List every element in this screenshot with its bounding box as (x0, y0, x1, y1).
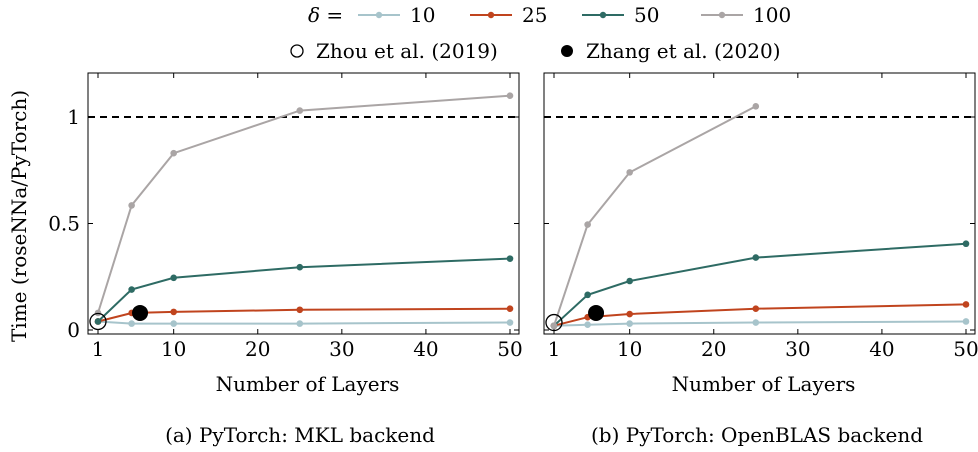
x-tick-label: 30 (329, 337, 354, 361)
open-circle-marker-icon (290, 44, 304, 58)
legend-swatch-marker (487, 11, 495, 19)
data-point (170, 149, 177, 157)
data-point (550, 322, 558, 330)
y-axis-label: Time (roseNNa/PyTorch) (7, 90, 31, 342)
data-point (296, 320, 304, 327)
legend-entry-50: 50 (582, 3, 659, 27)
marker-zhang (588, 304, 605, 321)
legend-label: Zhou et al. (2019) (316, 39, 498, 63)
series-line (97, 94, 511, 314)
series-25 (550, 301, 970, 330)
panel-caption: (a) PyTorch: MKL backend (165, 423, 435, 447)
x-tick-label: 30 (785, 337, 810, 361)
legend-entry-100: 100 (701, 3, 791, 27)
data-point (752, 305, 760, 313)
panel-caption: (b) PyTorch: OpenBLAS backend (591, 423, 923, 447)
legend-entry-25: 25 (470, 3, 547, 27)
legend-swatch-marker (375, 11, 383, 19)
x-tick-label: 50 (497, 337, 522, 361)
data-point (584, 221, 591, 228)
data-point (962, 318, 970, 325)
data-point (584, 321, 591, 328)
data-point (752, 254, 760, 261)
data-point (128, 320, 135, 327)
data-point (128, 202, 135, 209)
y-tick-label: 1 (67, 105, 80, 129)
data-point (626, 310, 633, 318)
data-point (94, 318, 102, 325)
filled-circle-marker-icon (561, 45, 573, 57)
x-tick-label: 40 (869, 337, 894, 361)
legend: δ = 10 25 50 100 Zhou et al. (2019) Zhang et a… (290, 3, 791, 63)
x-tick-label: 1 (548, 337, 561, 361)
x-tick-label: 1 (92, 337, 105, 361)
data-point (506, 319, 514, 326)
chart-panel-mkl: 1 10 20 30 40 50 0 0.5 1 Number of Layers (a) PyTo… (48, 72, 523, 447)
series-line (97, 307, 511, 323)
legend-label: Zhang et al. (2020) (586, 39, 781, 63)
legend-label: 100 (753, 3, 791, 27)
series-line (553, 242, 967, 327)
data-point (128, 286, 135, 293)
data-point (584, 291, 591, 299)
x-axis-label: Number of Layers (216, 372, 400, 396)
legend-swatch-marker (599, 11, 607, 19)
series-10 (550, 318, 970, 330)
data-point (296, 306, 304, 314)
data-point (170, 308, 177, 316)
legend-label: 50 (634, 3, 659, 27)
series-line (553, 105, 757, 327)
series-50 (550, 240, 970, 330)
data-point (752, 103, 760, 110)
legend-entry-zhang: Zhang et al. (2020) (561, 39, 781, 63)
legend-swatch-marker (718, 11, 726, 19)
x-tick-label: 20 (701, 337, 726, 361)
legend-label: 25 (522, 3, 547, 27)
data-point (170, 274, 177, 282)
series-10 (94, 318, 514, 327)
x-tick-label: 50 (953, 337, 978, 361)
series-100 (94, 92, 514, 317)
y-tick-label: 0 (67, 318, 80, 342)
x-tick-label: 40 (413, 337, 438, 361)
data-point (506, 305, 514, 313)
data-point (170, 320, 177, 327)
chart-panel-openblas: 1 10 20 30 40 50 Number of Layers (b) PyTorch: … (543, 72, 978, 447)
legend-delta-label: δ = (308, 3, 343, 27)
marker-zhou (89, 312, 107, 331)
plot-frame (543, 72, 976, 335)
data-point (626, 320, 633, 327)
x-tick-label: 10 (617, 337, 642, 361)
legend-label: 10 (410, 3, 435, 27)
data-point (626, 169, 633, 176)
marker-zhou (545, 313, 563, 332)
data-point (296, 107, 304, 114)
x-tick-label: 20 (245, 337, 270, 361)
x-tick-label: 10 (161, 337, 186, 361)
series-line (97, 320, 511, 325)
data-point (506, 92, 514, 99)
series-line (553, 320, 967, 327)
x-axis-label: Number of Layers (672, 372, 856, 396)
data-point (752, 319, 760, 326)
legend-entry-zhou: Zhou et al. (2019) (290, 39, 498, 63)
data-point (626, 277, 633, 285)
plot-frame (87, 72, 520, 335)
series-100 (550, 103, 760, 330)
data-point (296, 263, 304, 271)
data-point (962, 301, 970, 308)
data-point (506, 255, 514, 262)
chart-panels: 1 10 20 30 40 50 0 0.5 1 Number of Layers (a) PyTo… (48, 72, 978, 447)
legend-entry-10: 10 (358, 3, 435, 27)
y-tick-label: 0.5 (48, 212, 80, 236)
series-50 (94, 255, 514, 325)
data-point (962, 240, 970, 248)
marker-zhang (132, 304, 149, 321)
